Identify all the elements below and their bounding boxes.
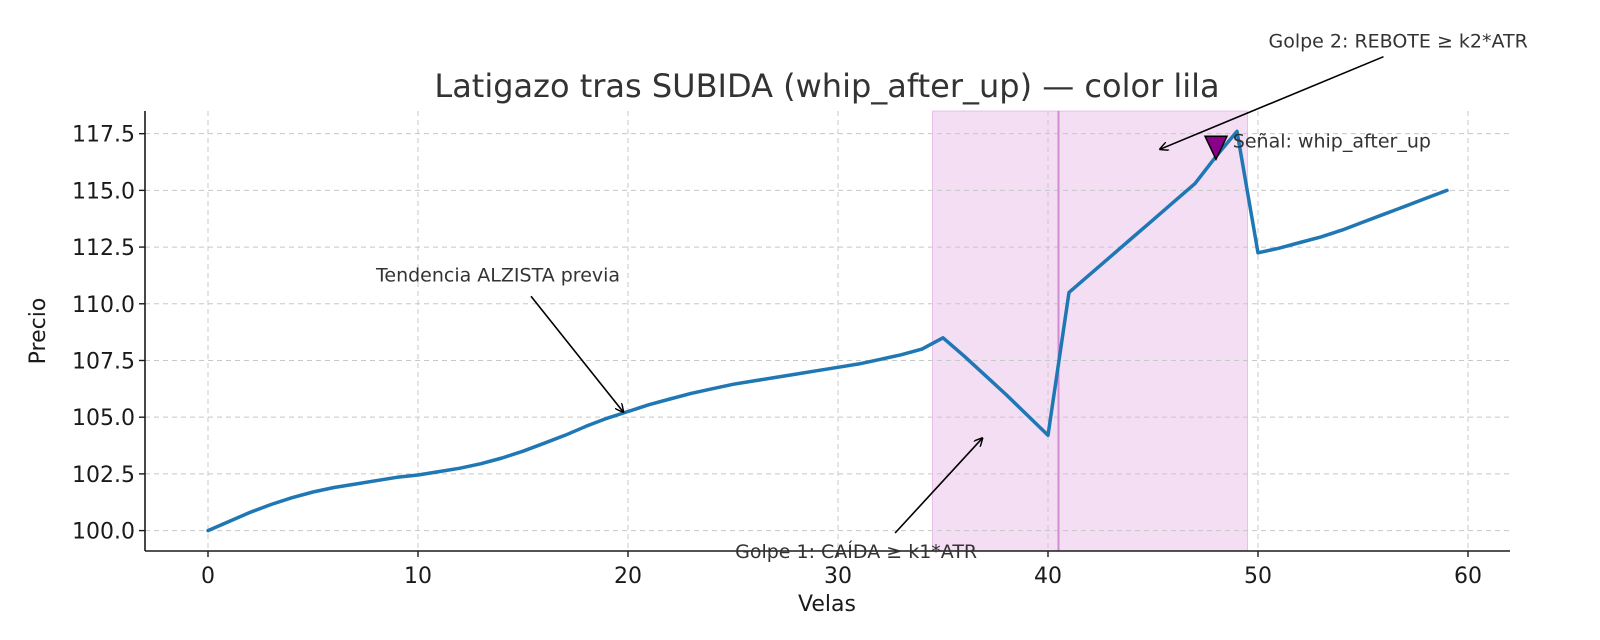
x-axis-title: Velas xyxy=(798,592,856,617)
grid xyxy=(145,111,1510,551)
chart-title: Latigazo tras SUBIDA (whip_after_up) — c… xyxy=(434,67,1219,105)
annotations: Tendencia ALZISTA previa Golpe 1: CAÍDA ≥… xyxy=(375,31,1528,563)
annotation-hit-2-arrow xyxy=(1159,55,1384,150)
annotation-signal: Señal: whip_after_up xyxy=(1233,130,1431,152)
ticks: 0 10 20 30 40 50 60 100.0 102.5 105.0 107.5 110.0 11… xyxy=(72,123,1482,589)
x-tick-label: 50 xyxy=(1244,564,1272,589)
y-axis-title: Precio xyxy=(26,298,51,365)
x-tick-label: 20 xyxy=(614,564,642,589)
annotation-hit-1-arrow xyxy=(894,438,983,534)
y-tick-label: 105.0 xyxy=(72,406,135,431)
x-tick-label: 60 xyxy=(1454,564,1482,589)
axes xyxy=(144,111,1510,552)
x-tick-label: 30 xyxy=(824,564,852,589)
x-tick-label: 0 xyxy=(201,564,215,589)
annotation-trend-arrow xyxy=(530,295,624,412)
series xyxy=(206,129,1449,533)
y-tick-label: 110.0 xyxy=(72,293,135,318)
markers xyxy=(1203,135,1229,162)
shaded-region-1 xyxy=(932,110,1059,552)
y-tick-label: 102.5 xyxy=(72,463,135,488)
y-tick-label: 115.0 xyxy=(72,179,135,204)
x-tick-label: 10 xyxy=(404,564,432,589)
y-tick-label: 100.0 xyxy=(72,520,135,545)
annotation-trend: Tendencia ALZISTA previa xyxy=(375,264,620,286)
x-tick-label: 40 xyxy=(1034,564,1062,589)
price-line xyxy=(206,129,1449,533)
y-tick-label: 112.5 xyxy=(72,236,135,261)
shaded-region-2 xyxy=(1058,110,1248,552)
signal-marker xyxy=(1203,135,1229,162)
y-tick-label: 117.5 xyxy=(72,123,135,148)
annotation-hit-2: Golpe 2: REBOTE ≥ k2*ATR xyxy=(1269,31,1528,53)
shaded-regions xyxy=(932,110,1248,552)
y-tick-label: 107.5 xyxy=(72,349,135,374)
annotation-hit-1: Golpe 1: CAÍDA ≥ k1*ATR xyxy=(735,540,977,563)
